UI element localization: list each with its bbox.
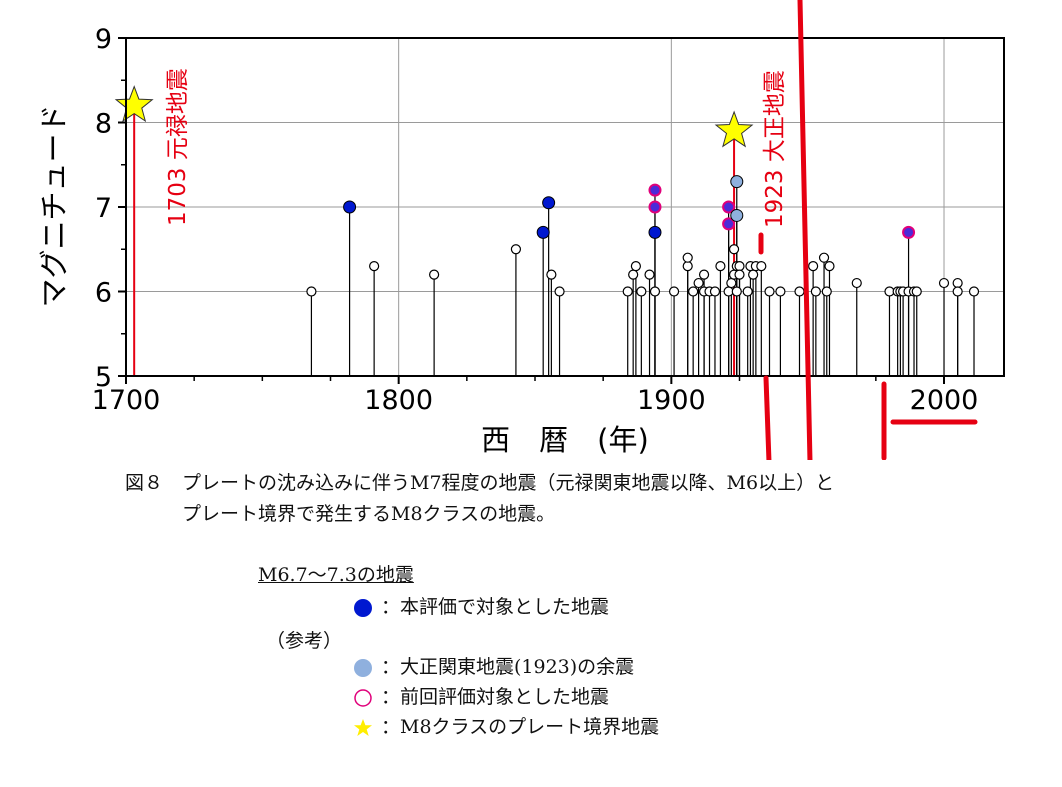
point-open <box>734 269 745 280</box>
point-open <box>756 261 767 272</box>
star-marker <box>714 110 754 148</box>
point-open <box>682 261 693 272</box>
point-open <box>429 269 440 280</box>
point-open <box>764 286 775 297</box>
stem-lines <box>310 181 975 376</box>
point-open <box>630 261 641 272</box>
magnitude-chart: 1700 1800 1900 2000 5 6 7 8 9 西 暦 (年) マグニチュード 1… <box>37 0 1005 460</box>
point-open <box>510 244 522 255</box>
y-tick-label: 5 <box>95 362 112 393</box>
yellow-star-icon <box>354 719 372 736</box>
point-open <box>808 261 819 272</box>
point-open <box>851 277 862 289</box>
legend-title: M6.7〜7.3の地震 <box>258 564 414 586</box>
legend-label: ：本評価で対象とした地震 <box>381 596 610 618</box>
point-previous <box>648 183 662 197</box>
y-tick-label: 6 <box>95 278 112 309</box>
point-open <box>952 286 963 297</box>
x-tick-labels: 1700 1800 1900 2000 <box>92 376 979 416</box>
light-blue-dot-icon <box>354 659 372 677</box>
point-open <box>734 261 745 272</box>
point-target <box>542 196 556 210</box>
y-axis-label: マグニチュード <box>37 104 71 307</box>
point-target <box>536 225 550 239</box>
data-points <box>114 85 980 297</box>
legend-label: ：前回評価対象とした地震 <box>381 686 610 708</box>
star-marker <box>114 85 154 123</box>
point-open <box>775 286 786 297</box>
point-open <box>968 286 980 297</box>
legend-label: ：大正関東地震(1923)の余震 <box>381 656 635 678</box>
y-tick-label: 9 <box>95 24 112 55</box>
point-aftershock <box>730 208 744 222</box>
pink-ring-icon <box>354 689 372 707</box>
point-open <box>742 286 753 297</box>
legend-item-target: ：本評価で対象とした地震 <box>353 592 609 619</box>
point-open <box>938 277 950 289</box>
caption-line-2: プレート境界で発生するM8クラスの地震。 <box>182 503 556 525</box>
caption-line-1: 図８ プレートの沈み込みに伴うM7程度の地震（元禄関東地震以降、M6以上）と <box>125 472 835 494</box>
annotation-genroku: 1703 元禄地震 <box>165 68 191 226</box>
legend-item-star: ：M8クラスのプレート境界地震 <box>353 712 659 739</box>
point-open <box>668 286 680 297</box>
point-open <box>821 286 832 297</box>
legend-item-aftershock: ：大正関東地震(1923)の余震 <box>353 652 634 679</box>
point-open <box>644 269 655 280</box>
blue-dot-icon <box>354 599 372 617</box>
legend: M6.7〜7.3の地震 ：本評価で対象とした地震 （参考） ：大正関東地震(19… <box>258 560 659 738</box>
point-open <box>952 277 963 289</box>
legend-item-previous: ：前回評価対象とした地震 <box>353 682 609 709</box>
point-open <box>794 286 805 297</box>
point-open <box>306 286 317 297</box>
point-open <box>682 252 693 263</box>
x-axis-label: 西 暦 (年) <box>481 423 649 457</box>
legend-reference-note: （参考） <box>266 630 343 652</box>
y-tick-label: 8 <box>95 109 112 140</box>
point-open <box>810 286 821 297</box>
point-open <box>636 286 647 297</box>
point-open <box>693 277 704 289</box>
grid-lines <box>125 37 1004 377</box>
point-open <box>698 269 710 280</box>
red-mark-line <box>797 0 813 460</box>
point-open <box>622 286 633 297</box>
y-tick-label: 7 <box>95 193 112 224</box>
point-open <box>628 269 639 280</box>
point-open <box>709 286 721 297</box>
figure-caption: 図８ プレートの沈み込みに伴うM7程度の地震（元禄関東地震以降、M6以上）と プ… <box>125 468 834 530</box>
red-mark-line <box>763 375 772 460</box>
point-open <box>748 269 759 280</box>
point-open <box>546 269 557 280</box>
point-previous <box>902 225 916 239</box>
legend-label: ：M8クラスのプレート境界地震 <box>381 716 660 738</box>
point-previous <box>648 200 662 214</box>
point-open <box>715 261 726 272</box>
point-open <box>554 286 565 297</box>
point-previous <box>722 200 736 214</box>
red-hand-marks <box>758 0 978 460</box>
x-tick-label: 1700 <box>92 385 161 416</box>
point-open <box>911 286 922 297</box>
annotation-taisho: 1923 大正地震 <box>762 70 788 228</box>
point-open <box>824 261 835 272</box>
point-open <box>369 261 380 272</box>
point-open <box>818 252 830 263</box>
point-open <box>728 244 740 255</box>
y-tick-labels: 5 6 7 8 9 <box>95 24 126 393</box>
point-target <box>648 225 662 239</box>
point-open <box>726 277 737 289</box>
x-tick-label: 1800 <box>364 385 433 416</box>
point-target <box>343 200 357 214</box>
x-tick-label: 1900 <box>637 385 706 416</box>
x-tick-label: 2000 <box>910 385 979 416</box>
point-open <box>649 286 661 297</box>
point-aftershock <box>730 175 744 189</box>
point-open <box>731 286 742 297</box>
point-previous <box>722 217 736 231</box>
point-open <box>688 286 699 297</box>
